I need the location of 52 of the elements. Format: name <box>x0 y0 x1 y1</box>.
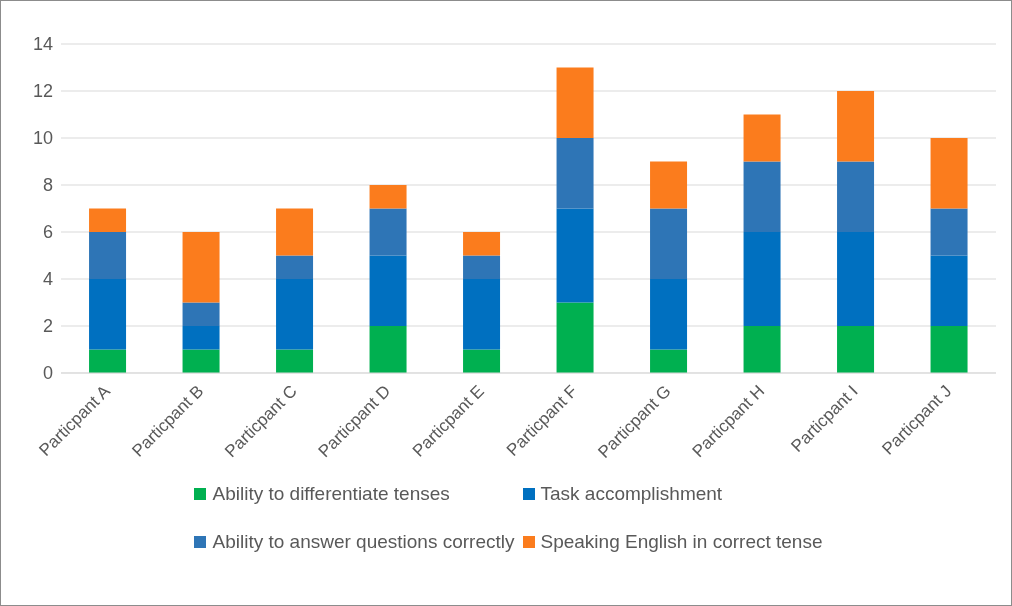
bar <box>182 232 220 303</box>
bar <box>369 208 407 256</box>
bar <box>930 208 968 256</box>
bar <box>930 138 968 209</box>
bar <box>837 161 875 232</box>
bar <box>369 185 407 209</box>
bar <box>837 326 875 373</box>
bar <box>369 326 407 373</box>
y-tick-label: 14 <box>32 34 53 55</box>
legend-label: Ability to answer questions correctly <box>212 531 515 553</box>
bar <box>556 208 594 303</box>
bar <box>276 279 314 350</box>
bar <box>276 255 314 279</box>
bar <box>182 302 220 326</box>
bar <box>930 255 968 326</box>
bar <box>182 349 220 373</box>
bar <box>650 208 688 279</box>
bar <box>276 349 314 373</box>
y-tick-label: 6 <box>42 222 53 243</box>
bar <box>556 138 594 209</box>
bar <box>89 349 127 373</box>
bar <box>743 326 781 373</box>
bar <box>369 255 407 326</box>
bar <box>463 349 501 373</box>
bar <box>837 232 875 326</box>
bar <box>182 326 220 350</box>
y-tick-label: 8 <box>42 175 53 196</box>
y-tick-label: 2 <box>42 316 53 337</box>
bar <box>556 67 594 138</box>
y-tick-label: 4 <box>42 269 53 290</box>
legend-label: Speaking English in correct tense <box>540 531 823 553</box>
bar <box>463 279 501 350</box>
y-tick-label: 12 <box>32 81 53 102</box>
legend-label: Ability to differentiate tenses <box>212 483 450 505</box>
bar <box>837 91 875 162</box>
bar <box>743 114 781 162</box>
bar <box>930 326 968 373</box>
bar <box>556 302 594 373</box>
bar <box>89 279 127 350</box>
bar <box>650 349 688 373</box>
bar <box>463 232 501 256</box>
bar <box>89 232 127 279</box>
bar <box>276 208 314 256</box>
bar <box>743 232 781 326</box>
bar <box>650 279 688 350</box>
bar <box>650 161 688 209</box>
bar <box>463 255 501 279</box>
y-tick-label: 0 <box>42 363 53 384</box>
bar <box>743 161 781 232</box>
bar <box>89 208 127 232</box>
legend-label: Task accomplishment <box>540 483 723 505</box>
y-tick-label: 10 <box>32 128 53 149</box>
